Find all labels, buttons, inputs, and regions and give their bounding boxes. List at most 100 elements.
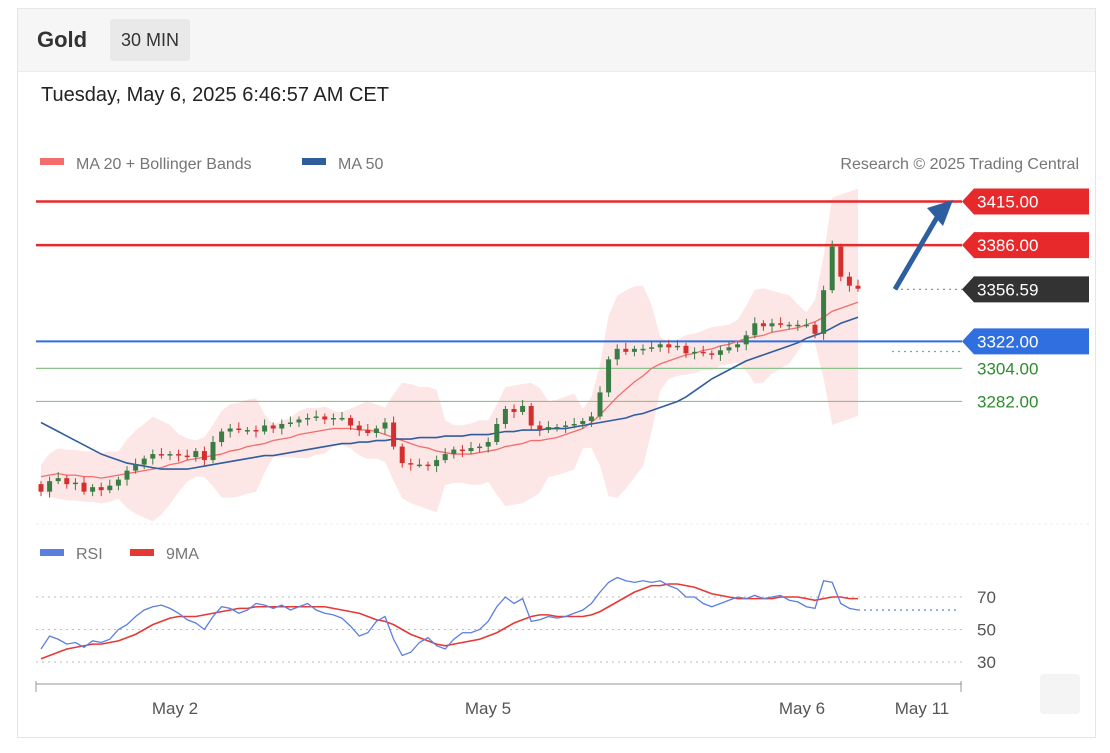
candle-body (115, 479, 121, 486)
price-tag-last_price (962, 276, 1089, 303)
price-tag-label: 3322.00 (977, 332, 1038, 351)
candle-body (571, 424, 577, 426)
forecast-arrow-head (927, 200, 953, 227)
candle-body (167, 454, 173, 456)
candle-body (838, 246, 844, 277)
ma50-line (40, 316, 859, 470)
candle-body (588, 416, 594, 421)
candle-body (511, 408, 517, 412)
candle-body (244, 430, 250, 432)
candle-body (812, 324, 818, 334)
candle-body (657, 344, 663, 348)
candle-body (47, 481, 53, 492)
candle-body (614, 348, 620, 360)
candle-body (193, 451, 199, 458)
candle-body (760, 323, 766, 327)
candle-body (855, 285, 861, 289)
candle-body (683, 345, 689, 354)
legend-label-rsi: RSI (76, 546, 103, 563)
copyright-text: Research © 2025 Trading Central (840, 156, 1079, 173)
candle-body (786, 324, 792, 327)
legend-label-ma20: MA 20 + Bollinger Bands (76, 156, 252, 173)
candle-body (296, 419, 302, 423)
chart-datetime: Tuesday, May 6, 2025 6:46:57 AM CET (41, 84, 389, 106)
rsi-9ma-line (40, 583, 858, 660)
candle-body (408, 463, 414, 465)
candle-body (468, 448, 474, 452)
x-tick-label: May 5 (465, 699, 511, 718)
candle-body (158, 454, 164, 456)
candle-body (631, 348, 637, 352)
candle-body (434, 460, 440, 467)
candle-body (563, 425, 569, 428)
candle-body (846, 276, 852, 286)
candle-body (537, 425, 543, 431)
candle-body (227, 428, 233, 432)
x-tick-label: May 6 (779, 699, 825, 718)
price-level-tags: 3415.00 3386.00 3356.59 3322.00 3304.00 3282.… (962, 188, 1089, 411)
instrument-title: Gold (37, 27, 88, 52)
candle-body (459, 449, 465, 452)
rsi-tick-label: 70 (977, 588, 996, 607)
candle-body (313, 416, 319, 418)
candle-body (184, 455, 190, 458)
candle-body (64, 478, 70, 485)
candle-body (124, 470, 130, 480)
candle-body (528, 405, 534, 426)
corner-menu-icon[interactable] (1040, 674, 1080, 714)
candle-body (580, 420, 586, 425)
candle-body (726, 347, 732, 351)
candle-body (382, 422, 388, 429)
candle-body (356, 425, 362, 431)
price-tag-label: 3304.00 (977, 359, 1038, 378)
candle-body (416, 464, 422, 467)
candle-body (133, 464, 139, 471)
candle-body (666, 344, 672, 348)
candle-body (287, 422, 293, 425)
candle-body (55, 478, 61, 482)
timeframe-badge[interactable]: 30 MIN (110, 19, 191, 61)
candle-body (425, 464, 431, 467)
legend-label-9ma: 9MA (166, 546, 199, 563)
candle-body (803, 324, 809, 327)
ma20-line (40, 301, 859, 479)
candle-body (330, 417, 336, 420)
candle-body (494, 424, 500, 443)
legend-label-ma50: MA 50 (338, 156, 383, 173)
candle-body (391, 422, 397, 447)
legend-swatch-rsi (40, 549, 64, 556)
candle-body (176, 454, 182, 456)
candle-body (829, 246, 835, 291)
candle-body (769, 323, 775, 327)
x-tick-label: May 11 (895, 699, 950, 718)
candle-body (674, 345, 680, 348)
candle-body (717, 350, 723, 355)
rsi-panel: 70 50 30 (36, 576, 996, 672)
candle-body (743, 335, 749, 345)
price-levels (36, 200, 962, 403)
price-tag-resistance (962, 232, 1089, 259)
candle-body (623, 348, 629, 352)
candle-body (72, 482, 78, 485)
price-tag-resistance (962, 188, 1089, 215)
candle-body (98, 487, 104, 491)
candle-body (606, 359, 612, 393)
candle-body (279, 424, 285, 429)
candle-body (442, 454, 448, 461)
candle-body (502, 408, 508, 425)
candle-body (373, 428, 379, 434)
forecast-arrow-shaft (892, 212, 942, 291)
candle-body (210, 442, 216, 461)
candlesticks (38, 240, 861, 498)
candle-body (150, 454, 156, 459)
candle-body (649, 347, 655, 349)
candle-body (236, 428, 242, 431)
candle-body (339, 417, 345, 420)
x-axis: May 2 May 5 May 6 May 11 (35, 681, 962, 718)
forecast-arrow (892, 200, 953, 291)
price-tag-label: 3386.00 (977, 236, 1038, 255)
candle-body (81, 482, 87, 492)
candle-body (38, 484, 44, 492)
price-tag-label: 3282.00 (977, 392, 1038, 411)
